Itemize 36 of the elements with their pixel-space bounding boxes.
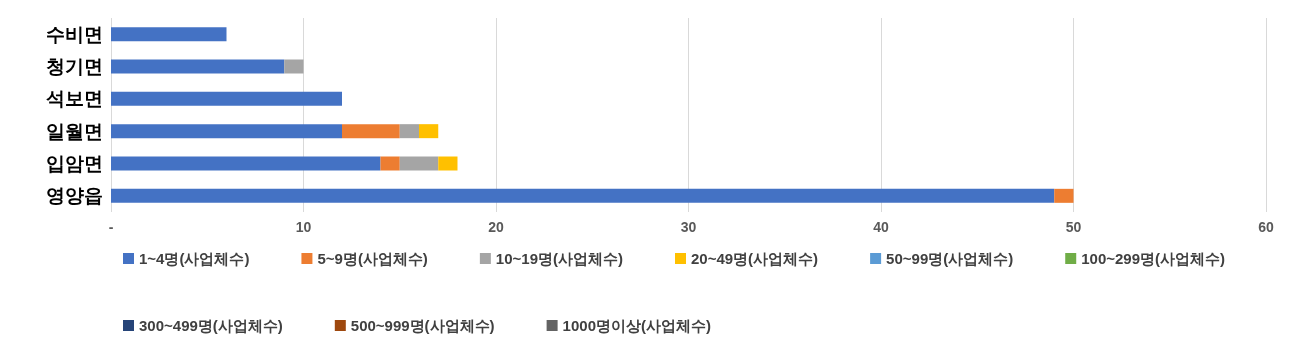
y-tick-label: 영양읍 bbox=[46, 185, 103, 207]
y-tick-label: 입암면 bbox=[46, 153, 103, 174]
legend-label: 1000명이상(사업체수) bbox=[562, 317, 711, 334]
bar bbox=[111, 27, 227, 42]
legend-label: 20~49명(사업체수) bbox=[690, 250, 819, 267]
legend-label: 500~999명(사업체수) bbox=[350, 317, 495, 334]
bar bbox=[399, 156, 439, 171]
y-tick-label: 청기면 bbox=[46, 56, 103, 77]
legend-label: 5~9명(사업체수) bbox=[317, 250, 428, 267]
legend-label: 300~499명(사업체수) bbox=[139, 317, 283, 334]
bar bbox=[111, 59, 285, 74]
x-tick-label: 40 bbox=[873, 219, 889, 235]
bar bbox=[111, 124, 342, 139]
bar bbox=[342, 124, 400, 139]
y-tick-label: 수비면 bbox=[46, 23, 103, 45]
bar bbox=[111, 91, 342, 106]
legend-label: 100~299명(사업체수) bbox=[1081, 250, 1226, 267]
x-tick-label: 50 bbox=[1065, 219, 1082, 235]
y-tick-label: 일월면 bbox=[46, 120, 103, 142]
legend-label: 10~19명(사업체수) bbox=[495, 250, 623, 267]
bar bbox=[399, 124, 419, 139]
bar bbox=[284, 59, 304, 74]
legend-label: 1~4명(사업체수) bbox=[139, 250, 250, 267]
bar bbox=[380, 156, 400, 171]
x-tick-label: 60 bbox=[1258, 219, 1274, 235]
legend-label: 50~99명(사업체수) bbox=[886, 250, 1014, 267]
y-tick-label: 석보면 bbox=[46, 88, 103, 110]
bar bbox=[438, 156, 458, 171]
x-tick-label: - bbox=[108, 219, 114, 235]
x-tick-label: 20 bbox=[488, 219, 504, 235]
x-tick-label: 10 bbox=[295, 219, 312, 235]
bar bbox=[111, 188, 1055, 203]
x-tick-label: 30 bbox=[680, 219, 697, 235]
bar bbox=[419, 124, 439, 139]
bar bbox=[111, 156, 381, 171]
bar bbox=[1054, 188, 1074, 203]
